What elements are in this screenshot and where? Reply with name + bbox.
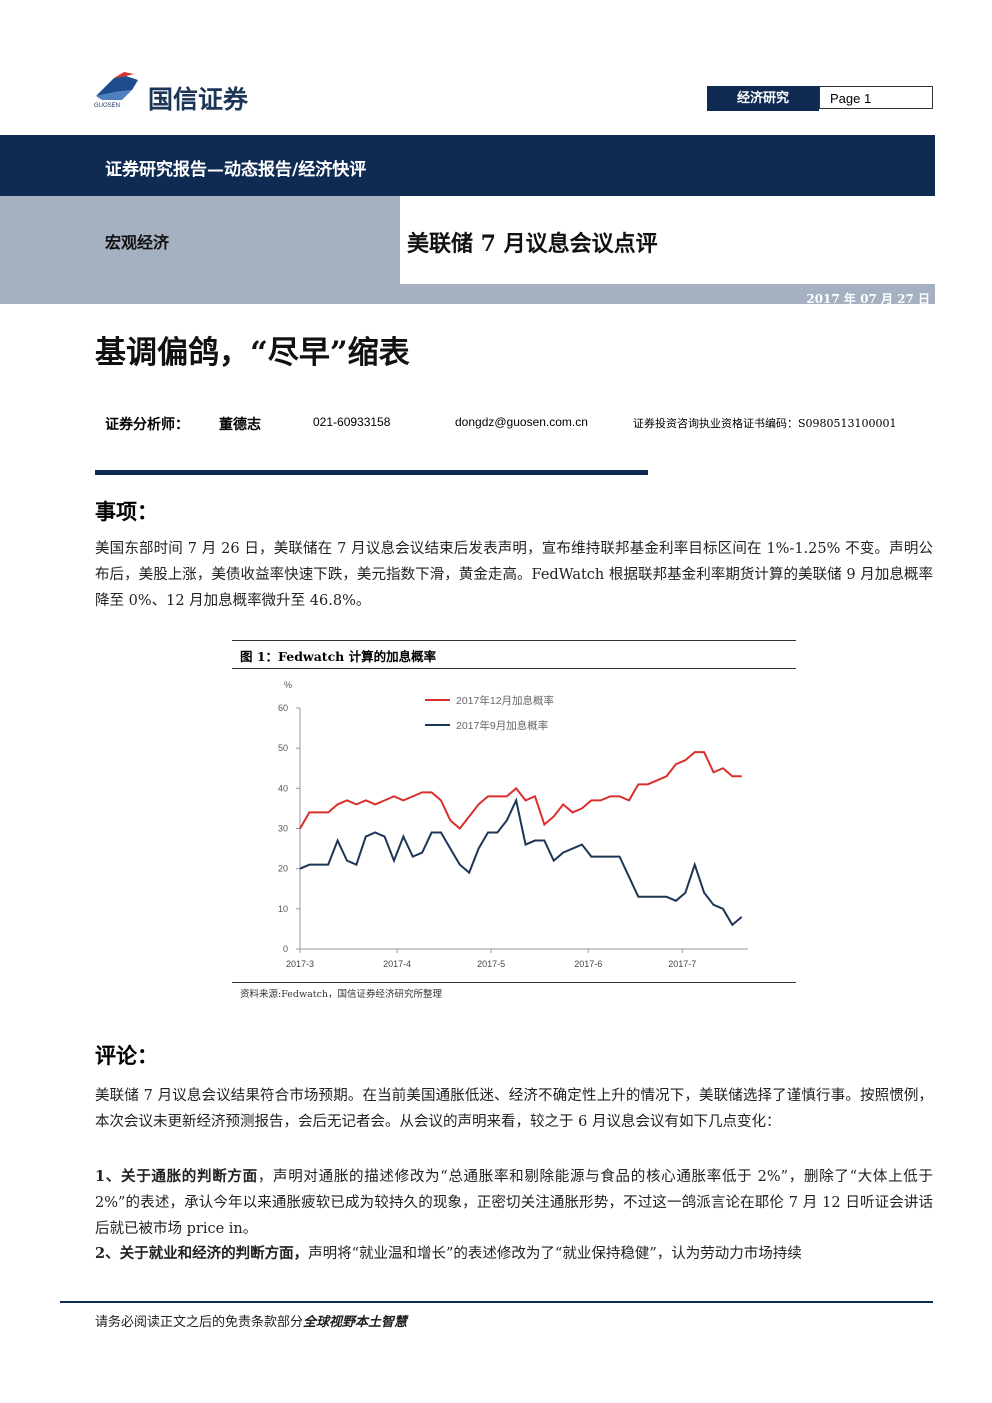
footer: 请务必阅读正文之后的免责条款部分全球视野本土智慧 bbox=[95, 1311, 407, 1330]
date: 2017 年 07 月 27 日 bbox=[806, 292, 930, 306]
report-title: 美联储 7 月议息会议点评 bbox=[407, 231, 658, 257]
line-series bbox=[299, 751, 742, 830]
category: 宏观经济 bbox=[105, 233, 170, 252]
figure-source: 资料来源:Fedwatch，国信证券经济研究所整理 bbox=[240, 989, 443, 1000]
comment-point: 1、关于通胀的判断方面，声明对通胀的描述修改为“总通胀率和剔除能源与食品的核心通… bbox=[95, 1164, 933, 1242]
x-tick-label: 2017-7 bbox=[668, 959, 696, 969]
logo-mark bbox=[96, 72, 138, 100]
y-tick-label: 30 bbox=[278, 824, 288, 834]
legend-label: 2017年9月加息概率 bbox=[456, 719, 548, 732]
point-lead: 1、关于通胀的判断方面 bbox=[95, 1168, 258, 1185]
analyst-label: 证券分析师： bbox=[105, 417, 189, 433]
y-tick-label: 10 bbox=[278, 904, 288, 914]
point-text: 声明将“就业温和增长”的表述修改为了“就业保持稳健”，认为劳动力市场持续 bbox=[308, 1246, 802, 1262]
analyst-name: 董德志 bbox=[219, 417, 261, 433]
logo-text: 国信证券 bbox=[148, 85, 249, 114]
y-unit: % bbox=[284, 680, 292, 690]
rule bbox=[95, 470, 648, 475]
y-tick-label: 60 bbox=[278, 703, 288, 713]
analyst-email: dongdz@guosen.com.cn bbox=[455, 415, 588, 429]
banner bbox=[0, 135, 935, 196]
y-tick-label: 20 bbox=[278, 864, 288, 874]
figure-rule bbox=[232, 668, 796, 669]
comment-paragraph: 美联储 7 月议息会议结果符合市场预期。在当前美国通胀低迷、经济不确定性上升的情… bbox=[95, 1088, 933, 1130]
figure-caption: 图 1：Fedwatch 计算的加息概率 bbox=[240, 649, 437, 664]
figure-rule bbox=[232, 982, 796, 983]
comment-point: 2、关于就业和经济的判断方面，声明将“就业温和增长”的表述修改为了“就业保持稳健… bbox=[95, 1241, 933, 1267]
point-text: ，声明对通胀的描述修改为“总通胀率和剔除能源与食品的核心通胀率低于 2%”，删除… bbox=[95, 1169, 933, 1237]
y-tick-label: 40 bbox=[278, 783, 288, 793]
footer-text: 请务必阅读正文之后的免责条款部分 bbox=[95, 1315, 304, 1330]
page-number: Page 1 bbox=[819, 86, 933, 109]
logo-en: GUOSEN bbox=[94, 103, 121, 109]
comment-heading: 评论： bbox=[95, 1043, 158, 1068]
title-box bbox=[400, 196, 935, 284]
analyst-phone: 021-60933158 bbox=[313, 415, 391, 429]
x-tick-label: 2017-4 bbox=[383, 959, 411, 969]
x-tick-label: 2017-3 bbox=[286, 959, 314, 969]
x-tick-label: 2017-5 bbox=[477, 959, 505, 969]
line-series bbox=[299, 797, 743, 927]
y-tick-label: 0 bbox=[283, 944, 288, 954]
y-tick-label: 50 bbox=[278, 743, 288, 753]
chart: % 0 10 20 30 40 50 60 2017-3 2017-4 2017-5 2017-6 20… bbox=[278, 680, 748, 969]
headline: 基调偏鸽，“尽早”缩表 bbox=[95, 335, 410, 371]
point-lead: 2、关于就业和经济的判断方面， bbox=[95, 1245, 309, 1262]
legend-label: 2017年12月加息概率 bbox=[456, 694, 554, 707]
event-heading: 事项： bbox=[95, 499, 158, 524]
report-type: 证券研究报告—动态报告/经济快评 bbox=[105, 160, 367, 180]
section-tag: 经济研究 bbox=[707, 86, 819, 111]
footer-slogan: 全球视野本土智慧 bbox=[303, 1315, 408, 1330]
figure-rule bbox=[232, 640, 796, 641]
analyst-license: 证券投资咨询执业资格证书编码：S0980513100001 bbox=[633, 417, 897, 430]
x-tick-label: 2017-6 bbox=[574, 959, 602, 969]
event-paragraph: 美国东部时间 7 月 26 日，美联储在 7 月议息会议结束后发表声明，宣布维持… bbox=[95, 541, 933, 609]
footer-rule bbox=[60, 1301, 933, 1303]
